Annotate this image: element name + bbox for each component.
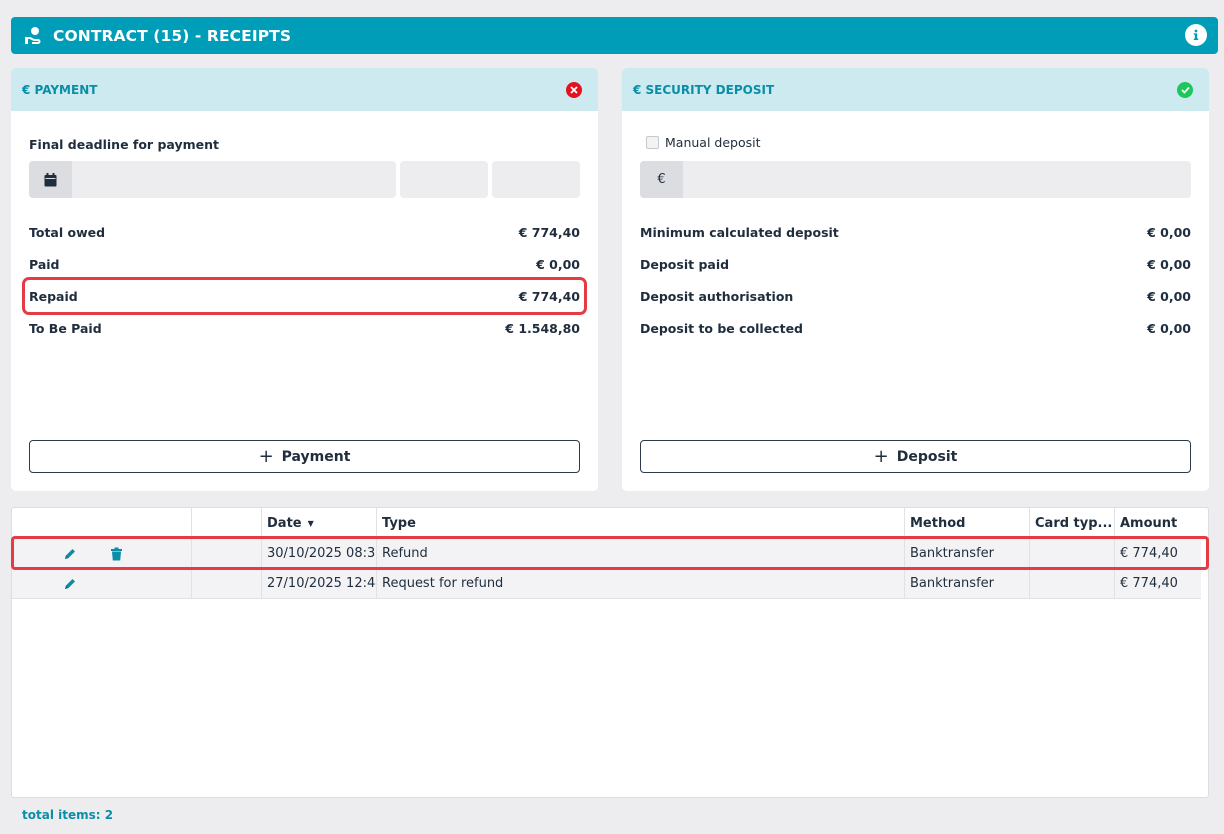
row-value: € 0,00 [1147, 224, 1191, 240]
add-payment-label: Payment [281, 448, 351, 465]
row-blank-cell [192, 539, 262, 568]
add-payment-button[interactable]: + Payment [29, 440, 580, 473]
manual-deposit-label[interactable]: Manual deposit [665, 135, 761, 150]
table-row[interactable]: 30/10/2025 08:32 Refund Banktransfer € 7… [12, 539, 1201, 569]
paid-row: Paid € 0,00 [29, 248, 580, 280]
row-value: € 0,00 [1147, 288, 1191, 304]
deposit-summary: Minimum calculated deposit € 0,00 Deposi… [640, 216, 1191, 344]
row-label: Deposit to be collected [640, 320, 803, 336]
column-header-blank [192, 508, 262, 538]
deposit-authorisation-row: Deposit authorisation € 0,00 [640, 280, 1191, 312]
payment-panel-title: € PAYMENT [22, 82, 98, 97]
deadline-hour-input[interactable] [400, 161, 488, 198]
payment-panel-header: € PAYMENT [11, 68, 598, 111]
pencil-icon[interactable] [62, 546, 78, 562]
type-cell: Request for refund [377, 569, 905, 598]
add-deposit-button[interactable]: + Deposit [640, 440, 1191, 473]
row-label: Deposit paid [640, 256, 730, 272]
row-action-icons [62, 546, 124, 562]
row-label: Total owed [29, 224, 106, 240]
min-deposit-row: Minimum calculated deposit € 0,00 [640, 216, 1191, 248]
row-actions [12, 539, 192, 568]
repaid-row: Repaid € 774,40 [22, 277, 587, 315]
deposit-to-collect-row: Deposit to be collected € 0,00 [640, 312, 1191, 344]
row-value: € 0,00 [1147, 320, 1191, 336]
deposit-panel-title: € SECURITY DEPOSIT [633, 82, 775, 97]
trash-icon[interactable] [108, 546, 124, 562]
security-deposit-panel: € SECURITY DEPOSIT Manual deposit € Mini… [622, 68, 1209, 491]
table-header-row: Date ▼ Type Method Card typ... Amount [12, 508, 1201, 539]
total-owed-row: Total owed € 774,40 [29, 216, 580, 248]
to-be-paid-row: To Be Paid € 1.548,80 [29, 312, 580, 344]
row-value: € 1.548,80 [505, 320, 580, 336]
payment-summary: Total owed € 774,40 Paid € 0,00 Repaid €… [22, 216, 587, 344]
row-action-icons [62, 576, 78, 592]
card-type-cell [1030, 569, 1115, 598]
deposit-paid-row: Deposit paid € 0,00 [640, 248, 1191, 280]
row-label: Deposit authorisation [640, 288, 794, 304]
deadline-label: Final deadline for payment [29, 137, 219, 152]
add-deposit-label: Deposit [896, 448, 958, 465]
amount-cell: € 774,40 [1120, 576, 1178, 591]
info-icon[interactable] [1185, 24, 1207, 46]
receipts-grid: Date ▼ Type Method Card typ... Amount [11, 507, 1209, 798]
column-header-actions [12, 508, 192, 538]
deadline-date-input[interactable] [29, 161, 396, 198]
page-header: CONTRACT (15) - RECEIPTS [11, 17, 1218, 54]
column-header-date[interactable]: Date ▼ [262, 508, 377, 538]
deposit-amount-input[interactable]: € [640, 161, 1191, 198]
calendar-icon[interactable] [29, 161, 72, 198]
row-actions [12, 569, 192, 598]
error-status-icon [566, 82, 582, 98]
manual-deposit-checkbox[interactable] [646, 136, 659, 149]
row-label: Minimum calculated deposit [640, 224, 839, 240]
payment-panel: € PAYMENT Final deadline for payment Tot… [11, 68, 598, 491]
row-label: Repaid [29, 288, 78, 304]
table-row[interactable]: 27/10/2025 12:44 Request for refund Bank… [12, 569, 1201, 599]
method-cell: Banktransfer [905, 569, 1030, 598]
deadline-minute-input[interactable] [492, 161, 580, 198]
column-header-type[interactable]: Type [377, 508, 905, 538]
row-blank-cell [192, 569, 262, 598]
pencil-icon[interactable] [62, 576, 78, 592]
currency-prefix: € [640, 161, 683, 198]
row-label: Paid [29, 256, 60, 272]
row-label: To Be Paid [29, 320, 102, 336]
success-status-icon [1177, 82, 1193, 98]
page-title: CONTRACT (15) - RECEIPTS [53, 26, 292, 45]
type-cell: Refund [377, 539, 905, 568]
row-value: € 774,40 [518, 288, 580, 304]
row-value: € 0,00 [536, 256, 580, 272]
receipts-table: Date ▼ Type Method Card typ... Amount [12, 508, 1201, 599]
sort-desc-icon[interactable]: ▼ [307, 518, 314, 528]
amount-cell: € 774,40 [1120, 546, 1178, 561]
date-cell: 27/10/2025 12:44 [262, 569, 377, 598]
column-header-amount[interactable]: Amount [1120, 515, 1178, 531]
row-value: € 0,00 [1147, 256, 1191, 272]
deposit-panel-header: € SECURITY DEPOSIT [622, 68, 1209, 111]
date-cell: 30/10/2025 08:32 [262, 539, 377, 568]
hand-coin-icon [23, 25, 45, 47]
row-value: € 774,40 [518, 224, 580, 240]
deadline-date-group [29, 161, 580, 198]
total-items-label: total items: 2 [22, 808, 114, 822]
column-header-card-type[interactable]: Card typ... [1030, 508, 1115, 538]
column-header-date-label: Date [267, 515, 302, 531]
card-type-cell [1030, 539, 1115, 568]
method-cell: Banktransfer [905, 539, 1030, 568]
plus-icon: + [258, 446, 274, 467]
manual-deposit-row: Manual deposit [646, 135, 761, 150]
column-header-method[interactable]: Method [905, 508, 1030, 538]
plus-icon: + [873, 446, 889, 467]
